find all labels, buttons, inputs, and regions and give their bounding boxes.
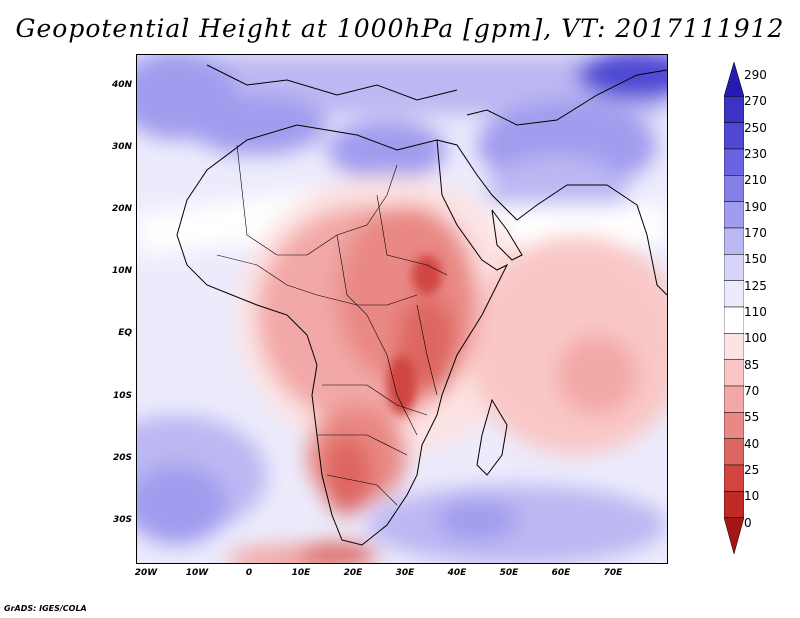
lon-label-30e: 30E [395, 568, 415, 578]
colorbar-level-label: 290 [744, 68, 767, 82]
colorbar-level-label: 100 [744, 331, 767, 346]
geopotential-field [137, 55, 667, 563]
lat-label-40n: 40N [111, 80, 132, 90]
colorbar-swatch [723, 227, 745, 255]
lat-label-30n: 30N [111, 142, 132, 152]
map-panel [136, 54, 668, 564]
lat-label-20s: 20S [112, 453, 132, 463]
colorbar-level-label: 40 [744, 436, 760, 451]
colorbar-level-label: 270 [744, 94, 767, 109]
lon-label-40e: 40E [447, 568, 467, 578]
colorbar-swatch [723, 359, 745, 387]
colorbar-level-label: 0 [744, 515, 752, 530]
colorbar-level-label: 170 [744, 226, 767, 240]
colorbar-swatch [723, 464, 745, 492]
colorbar-level-label: 25 [744, 463, 760, 477]
lon-label-20e: 20E [343, 568, 363, 578]
colorbar-level-label: 70 [744, 384, 760, 398]
lon-label-70e: 70E [603, 568, 623, 578]
colorbar-swatch [723, 517, 745, 555]
colorbar-swatch [723, 175, 745, 202]
colorbar-swatch [723, 61, 745, 97]
colorbar-swatch [723, 438, 745, 466]
colorbar-swatch [723, 491, 745, 518]
colorbar-level-label: 190 [744, 199, 767, 214]
colorbar-swatch [723, 385, 745, 413]
colorbar-level-label: 55 [744, 410, 760, 425]
colorbar-swatches [723, 61, 745, 555]
colorbar-swatch [723, 201, 745, 229]
colorbar-swatch [723, 148, 745, 176]
lon-label-10w: 10W [185, 568, 209, 578]
colorbar-level-label: 230 [744, 147, 767, 161]
colorbar-level-label: 125 [744, 278, 767, 293]
colorbar-swatch [723, 306, 745, 334]
lat-label-20n: 20N [111, 204, 132, 214]
colorbar-swatch [723, 122, 745, 150]
colorbar-swatch [723, 333, 745, 360]
colorbar-swatch [723, 96, 745, 123]
colorbar-swatch [723, 254, 745, 281]
lon-label-10e: 10E [291, 568, 311, 578]
lon-label-0: 0 [245, 568, 253, 578]
lon-label-20w: 20W [134, 568, 158, 578]
colorbar [723, 61, 745, 566]
lon-label-50e: 50E [499, 568, 519, 578]
colorbar-level-label: 10 [744, 489, 760, 504]
lat-label-10s: 10S [112, 391, 132, 401]
lon-label-60e: 60E [551, 568, 571, 578]
chart-title: Geopotential Height at 1000hPa [gpm], VT… [15, 14, 785, 43]
colorbar-level-label: 110 [744, 305, 767, 319]
colorbar-level-label: 150 [744, 252, 767, 267]
lat-label-10n: 10N [111, 266, 132, 276]
colorbar-swatch [723, 280, 745, 308]
lat-label-30s: 30S [112, 515, 132, 525]
lat-label-eq: EQ [118, 328, 132, 338]
colorbar-level-label: 210 [744, 173, 767, 188]
colorbar-level-label: 85 [744, 357, 760, 372]
colorbar-swatch [723, 412, 745, 439]
colorbar-level-label: 250 [744, 120, 767, 135]
credit-text: GrADS: IGES/COLA [4, 604, 87, 613]
